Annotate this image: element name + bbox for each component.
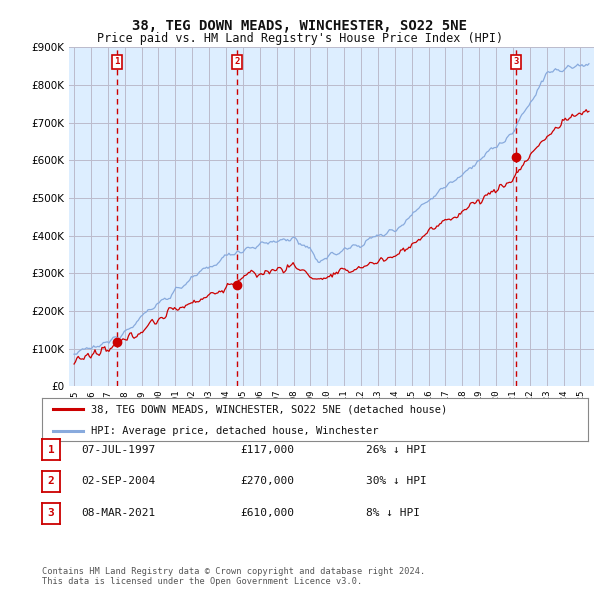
Text: 02-SEP-2004: 02-SEP-2004 <box>81 477 155 486</box>
Text: 3: 3 <box>514 57 518 67</box>
Text: 07-JUL-1997: 07-JUL-1997 <box>81 445 155 454</box>
Text: 2: 2 <box>47 477 55 486</box>
Text: 2: 2 <box>235 57 240 67</box>
Text: 08-MAR-2021: 08-MAR-2021 <box>81 509 155 518</box>
Text: HPI: Average price, detached house, Winchester: HPI: Average price, detached house, Winc… <box>91 427 379 437</box>
Text: £610,000: £610,000 <box>240 509 294 518</box>
Text: 30% ↓ HPI: 30% ↓ HPI <box>366 477 427 486</box>
Text: 1: 1 <box>47 445 55 454</box>
Text: £117,000: £117,000 <box>240 445 294 454</box>
Text: £270,000: £270,000 <box>240 477 294 486</box>
Text: Price paid vs. HM Land Registry's House Price Index (HPI): Price paid vs. HM Land Registry's House … <box>97 32 503 45</box>
Text: 8% ↓ HPI: 8% ↓ HPI <box>366 509 420 518</box>
Text: 38, TEG DOWN MEADS, WINCHESTER, SO22 5NE: 38, TEG DOWN MEADS, WINCHESTER, SO22 5NE <box>133 19 467 33</box>
Text: 3: 3 <box>47 509 55 518</box>
Text: 38, TEG DOWN MEADS, WINCHESTER, SO22 5NE (detached house): 38, TEG DOWN MEADS, WINCHESTER, SO22 5NE… <box>91 405 448 415</box>
Text: 1: 1 <box>114 57 119 67</box>
Text: 26% ↓ HPI: 26% ↓ HPI <box>366 445 427 454</box>
Text: Contains HM Land Registry data © Crown copyright and database right 2024.
This d: Contains HM Land Registry data © Crown c… <box>42 567 425 586</box>
